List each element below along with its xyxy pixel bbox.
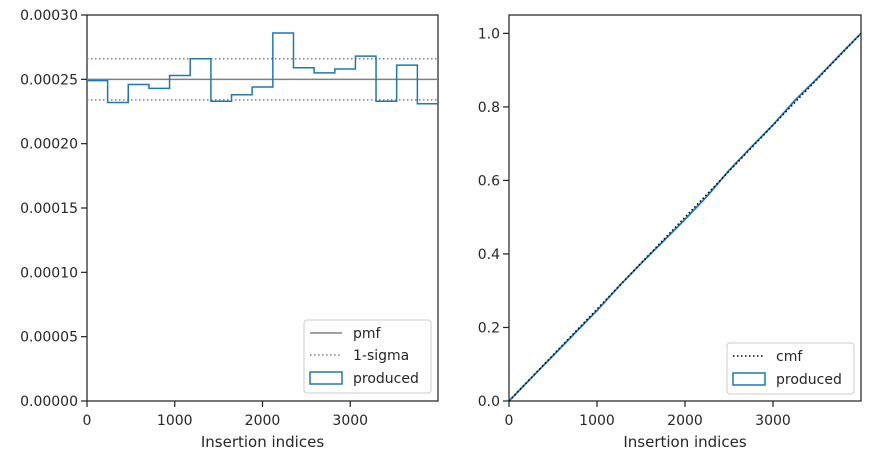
- legend-pmf-label: pmf: [353, 326, 382, 342]
- left-y-tick-label: 0.00020: [20, 137, 78, 153]
- left-y-tick-label: 0.00030: [20, 8, 78, 24]
- right-y-tick-label: 0.8: [478, 100, 500, 116]
- right-y-tick-label: 0.2: [478, 320, 500, 336]
- left-chart-panel: 0.00000 0.00005 0.00010 0.00015 0.00020 0.000…: [20, 8, 439, 451]
- left-x-tick-label: 1000: [157, 413, 193, 429]
- produced-histogram-step: [87, 32, 438, 105]
- right-y-tick-label: 1.0: [478, 26, 500, 42]
- left-chart-marks: [87, 32, 438, 105]
- legend-produced-swatch: [309, 371, 343, 385]
- legend-cmf-label: cmf: [776, 349, 803, 365]
- right-chart-marks: [508, 32, 862, 402]
- legend-produced-label: produced: [353, 371, 419, 387]
- legend-1-sigma-label: 1-sigma: [353, 348, 409, 364]
- left-y-tick-label: 0.00000: [20, 394, 78, 410]
- left-y-tick-label: 0.00025: [20, 72, 78, 88]
- right-plot-area: [508, 14, 862, 402]
- right-x-tick-label: 3000: [755, 413, 791, 429]
- right-x-axis-label: Insertion indices: [623, 433, 746, 451]
- left-x-tick-label: 0: [83, 413, 92, 429]
- left-x-tick-label: 2000: [245, 413, 281, 429]
- cmf-line: [508, 32, 862, 402]
- right-y-axis-ticks: 0.0 0.2 0.4 0.6 0.8 1.0: [478, 26, 509, 410]
- right-x-tick-label: 1000: [579, 413, 615, 429]
- left-x-axis-label: Insertion indices: [201, 433, 324, 451]
- right-x-tick-label: 0: [505, 413, 514, 429]
- left-legend: pmf 1-sigma produced: [303, 319, 432, 394]
- right-x-axis-ticks: 0 1000 2000 3000: [505, 401, 791, 429]
- left-x-axis-ticks: 0 1000 2000 3000: [83, 401, 368, 429]
- left-y-axis-ticks: 0.00000 0.00005 0.00010 0.00015 0.00020 0.000…: [20, 8, 87, 410]
- legend-produced-swatch-right: [732, 372, 766, 386]
- left-y-tick-label: 0.00010: [20, 265, 78, 281]
- left-y-tick-label: 0.00015: [20, 201, 78, 217]
- left-legend-box: [303, 319, 432, 394]
- right-chart-panel: 0.0 0.2 0.4 0.6 0.8 1.0 0 1000 2000 3000 Inserti…: [478, 14, 862, 451]
- right-legend: cmf produced: [726, 342, 855, 395]
- right-y-tick-label: 0.4: [478, 247, 500, 263]
- left-y-tick-label: 0.00005: [20, 330, 78, 346]
- right-y-tick-label: 0.6: [478, 173, 500, 189]
- legend-produced-label-right: produced: [776, 372, 842, 388]
- left-x-tick-label: 3000: [332, 413, 368, 429]
- right-legend-box: [726, 342, 855, 395]
- right-y-tick-label: 0.0: [478, 394, 500, 410]
- right-x-tick-label: 2000: [667, 413, 703, 429]
